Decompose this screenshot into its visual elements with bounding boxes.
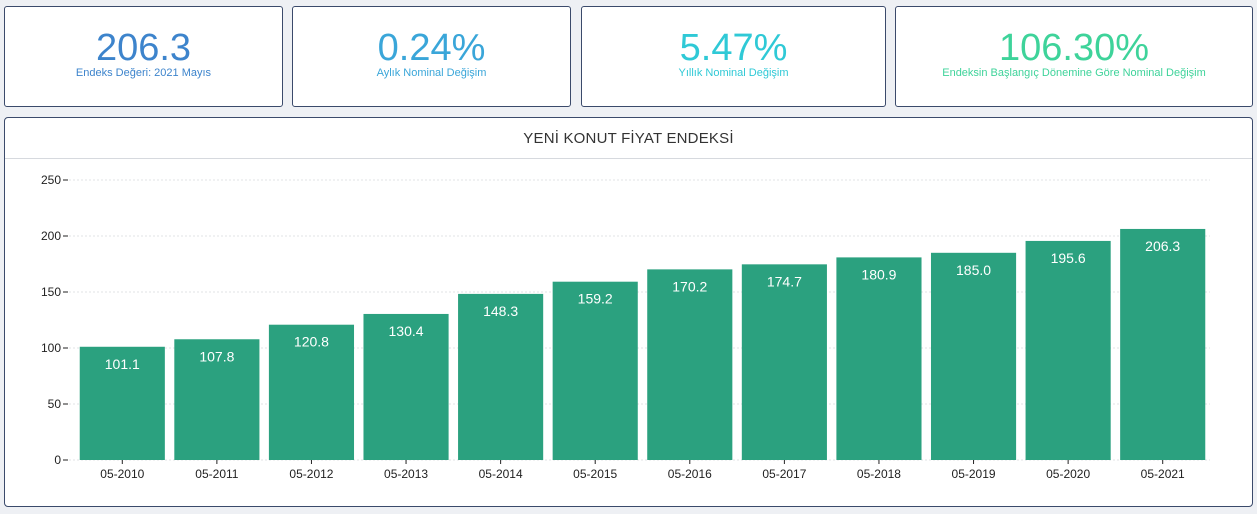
x-tick-label: 05-2015: [573, 467, 617, 481]
x-tick-label: 05-2017: [762, 467, 806, 481]
bar: [79, 346, 165, 460]
bar-chart: 0 50 100 150 200 250 101.1 05-2010 107.8 05-2011 1…: [41, 173, 1210, 481]
bar: [836, 257, 922, 460]
bar-value-label: 159.2: [578, 291, 613, 307]
bar: [647, 269, 733, 460]
bar-value-label: 180.9: [861, 266, 896, 282]
x-tick-label: 05-2016: [668, 467, 712, 481]
bar: [552, 281, 638, 460]
bar-value-label: 101.1: [105, 356, 140, 372]
x-tick-label: 05-2011: [195, 467, 238, 481]
y-tick-label: 100: [41, 341, 61, 355]
bar-value-label: 130.4: [389, 323, 424, 339]
kpi-value: 106.30%: [998, 27, 1149, 69]
x-tick-label: 05-2014: [479, 467, 523, 481]
kpi-label: Endeksin Başlangıç Dönemine Göre Nominal…: [942, 67, 1206, 79]
bar-value-label: 148.3: [483, 303, 518, 319]
bar: [1025, 240, 1111, 460]
kpi-card-index-value: 206.3 Endeks Değeri: 2021 Mayıs: [4, 6, 283, 107]
kpi-value: 0.24%: [377, 27, 486, 69]
kpi-card-monthly-change: 0.24% Aylık Nominal Değişim: [292, 6, 571, 107]
y-tick-label: 250: [41, 173, 61, 187]
y-tick-label: 50: [48, 397, 62, 411]
kpi-value: 5.47%: [679, 27, 788, 69]
bar-value-label: 195.6: [1051, 250, 1086, 266]
chart-title: YENİ KONUT FİYAT ENDEKSİ: [5, 118, 1252, 159]
kpi-card-yearly-change: 5.47% Yıllık Nominal Değişim: [581, 6, 886, 107]
bar: [174, 339, 260, 460]
bar-value-label: 174.7: [767, 273, 802, 289]
x-tick-label: 05-2013: [384, 467, 428, 481]
bar: [741, 264, 827, 460]
x-tick-label: 05-2012: [289, 467, 333, 481]
bar-value-label: 185.0: [956, 262, 991, 278]
y-tick-label: 0: [54, 453, 61, 467]
kpi-label: Aylık Nominal Değişim: [376, 67, 487, 79]
bar: [1120, 228, 1206, 460]
bar: [458, 293, 544, 460]
x-tick-label: 05-2010: [100, 467, 144, 481]
bar-value-label: 170.2: [672, 278, 707, 294]
bar: [363, 313, 449, 460]
bar-value-label: 120.8: [294, 334, 329, 350]
y-tick-label: 150: [41, 285, 61, 299]
kpi-label: Yıllık Nominal Değişim: [678, 67, 789, 79]
bar-value-label: 107.8: [199, 348, 234, 364]
bar-value-label: 206.3: [1145, 238, 1180, 254]
x-tick-label: 05-2020: [1046, 467, 1090, 481]
kpi-value: 206.3: [95, 27, 192, 69]
x-tick-label: 05-2018: [857, 467, 901, 481]
kpi-card-base-change: 106.30% Endeksin Başlangıç Dönemine Göre…: [895, 6, 1253, 107]
kpi-label: Endeks Değeri: 2021 Mayıs: [75, 67, 212, 79]
bar: [268, 324, 355, 460]
chart-panel: YENİ KONUT FİYAT ENDEKSİ 0 50 100 150 200 250…: [4, 117, 1253, 507]
y-tick-label: 200: [41, 229, 61, 243]
x-tick-label: 05-2019: [952, 467, 996, 481]
x-tick-label: 05-2021: [1141, 467, 1185, 481]
bar: [930, 252, 1017, 460]
